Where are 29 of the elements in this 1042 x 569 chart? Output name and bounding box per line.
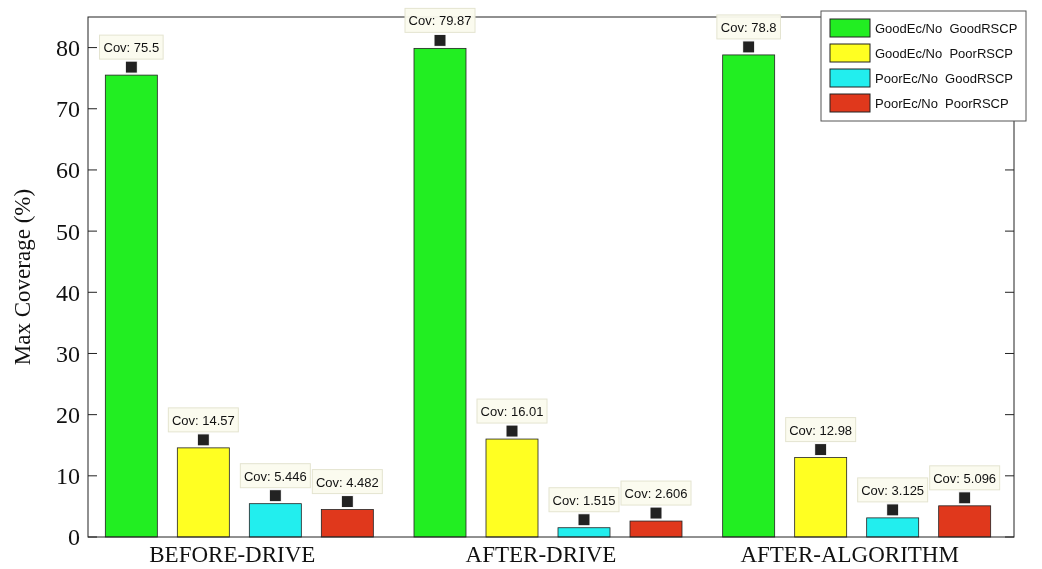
y-tick-label: 70 <box>56 96 80 123</box>
data-label: Cov: 2.606 <box>624 486 688 502</box>
data-label: Cov: 16.01 <box>480 404 544 420</box>
y-axis-title: Max Coverage (%) <box>10 188 35 366</box>
data-label: Cov: 75.5 <box>103 40 160 56</box>
y-tick-label: 20 <box>56 402 80 429</box>
y-tick-label: 50 <box>56 218 80 245</box>
y-tick-label: 40 <box>56 279 80 306</box>
data-label: Cov: 1.515 <box>552 492 616 508</box>
data-label: Cov: 5.096 <box>933 470 997 486</box>
legend-label: PoorEc/No GoodRSCP <box>875 71 1014 86</box>
data-label: Cov: 5.446 <box>243 468 307 484</box>
y-tick-label: 30 <box>56 340 80 367</box>
legend-label: PoorEc/No PoorRSCP <box>875 96 1009 111</box>
x-tick-label: AFTER-DRIVE <box>465 542 617 567</box>
y-tick-label: 60 <box>56 157 80 184</box>
data-label: Cov: 3.125 <box>861 482 925 498</box>
legend-label: GoodEc/No GoodRSCP <box>875 21 1018 36</box>
y-tick-label: 0 <box>68 524 80 551</box>
y-tick-label: 10 <box>56 463 80 490</box>
data-label: Cov: 12.98 <box>789 422 853 438</box>
data-label: Cov: 4.482 <box>315 474 379 490</box>
data-label: Cov: 79.87 <box>408 13 472 29</box>
x-tick-label: AFTER-ALGORITHM <box>740 542 959 567</box>
data-label: Cov: 78.8 <box>720 19 777 35</box>
data-label: Cov: 14.57 <box>171 412 235 428</box>
legend-label: GoodEc/No PoorRSCP <box>875 46 1014 61</box>
y-tick-label: 80 <box>56 34 80 61</box>
x-tick-label: BEFORE-DRIVE <box>149 542 316 567</box>
